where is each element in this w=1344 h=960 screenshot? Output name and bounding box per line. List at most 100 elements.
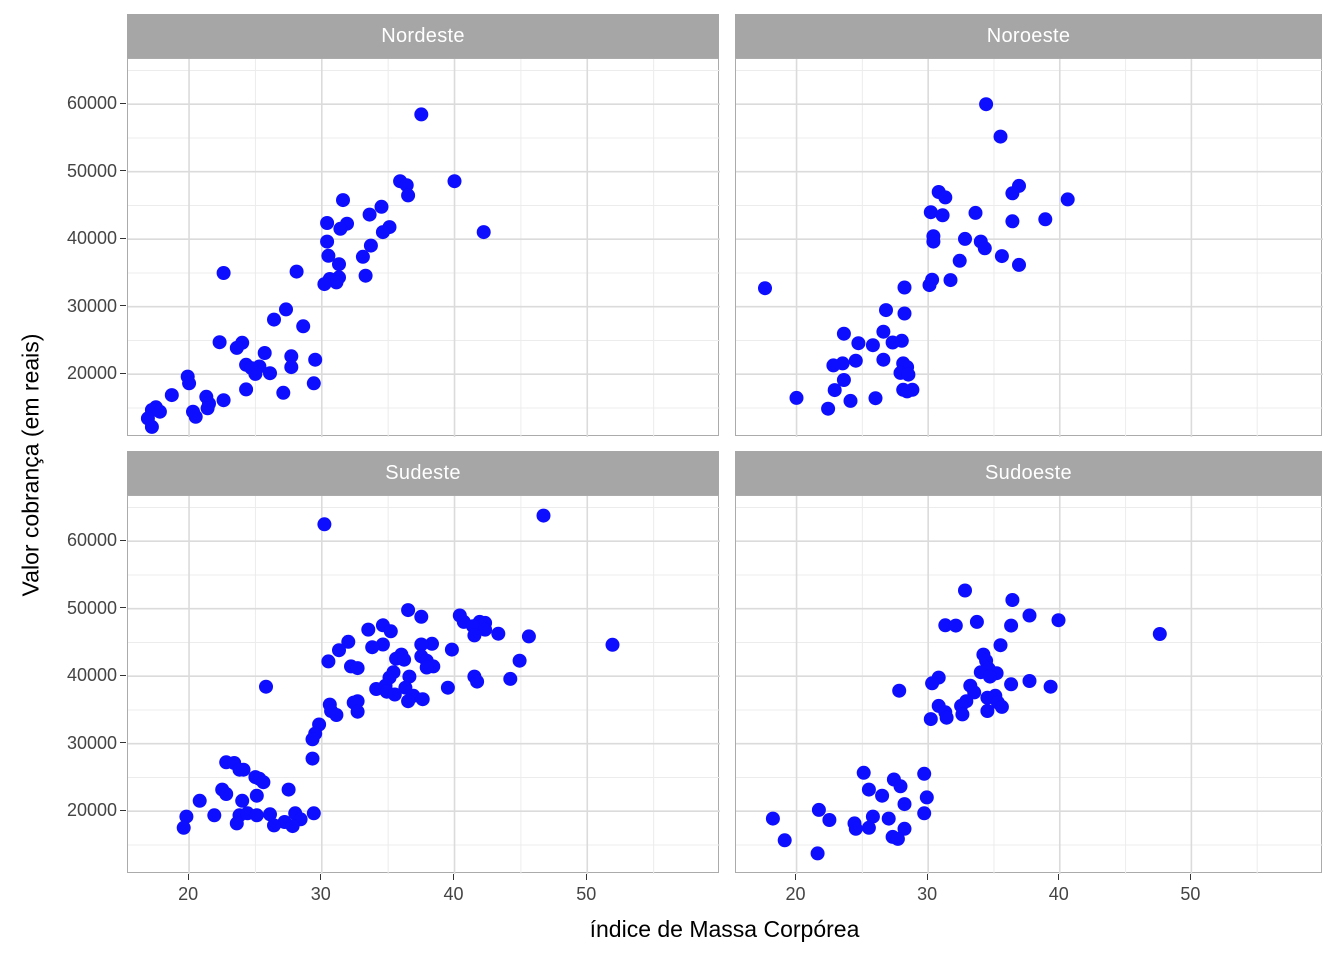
- data-point: [811, 802, 826, 817]
- data-point: [861, 820, 876, 835]
- data-point: [977, 241, 992, 256]
- data-point: [236, 762, 251, 777]
- x-tick-label: 20: [785, 884, 806, 904]
- x-tick-label: 30: [917, 884, 938, 904]
- data-point: [789, 390, 804, 405]
- data-point: [470, 674, 485, 689]
- data-point: [952, 253, 967, 268]
- data-point: [402, 669, 417, 684]
- data-point: [249, 788, 264, 803]
- data-point: [476, 225, 491, 240]
- data-point: [861, 782, 876, 797]
- data-point: [369, 682, 384, 696]
- panel-canvas: [128, 496, 720, 874]
- y-tick-label: 60000: [66, 530, 117, 551]
- data-point: [440, 680, 455, 695]
- data-point: [306, 376, 321, 391]
- data-point: [336, 193, 350, 208]
- facet-strip-label: Sudeste: [385, 461, 461, 484]
- y-tick-mark: [120, 607, 126, 609]
- data-point: [901, 367, 916, 382]
- data-point: [317, 277, 332, 292]
- data-point: [320, 234, 335, 249]
- data-point: [267, 818, 281, 833]
- y-tick-label: 20000: [66, 800, 117, 821]
- data-point: [276, 385, 291, 400]
- data-point: [216, 393, 231, 408]
- data-point: [955, 707, 970, 722]
- data-point: [361, 622, 376, 637]
- data-point: [362, 207, 377, 222]
- data-point: [1005, 186, 1020, 201]
- y-tick-mark: [120, 742, 126, 744]
- data-point: [447, 174, 462, 189]
- data-point: [777, 833, 792, 848]
- data-point: [1051, 613, 1066, 628]
- data-point: [993, 129, 1008, 144]
- data-point: [969, 614, 984, 629]
- data-point: [144, 419, 159, 434]
- data-point: [321, 654, 336, 669]
- x-tick-mark: [320, 874, 322, 880]
- facet-strip: Noroeste: [735, 14, 1322, 58]
- data-point: [994, 249, 1009, 264]
- data-point: [332, 257, 346, 272]
- data-point: [284, 360, 299, 375]
- data-point: [425, 636, 439, 651]
- data-point: [948, 618, 963, 633]
- data-point: [305, 732, 320, 747]
- x-tick-mark: [1058, 874, 1060, 880]
- data-point: [983, 669, 997, 684]
- data-point: [415, 692, 430, 707]
- data-point: [938, 190, 953, 205]
- data-point: [182, 376, 197, 391]
- data-point: [897, 306, 912, 321]
- data-point: [285, 819, 300, 834]
- data-point: [414, 609, 429, 624]
- y-tick-label: 20000: [66, 363, 117, 384]
- data-point: [1060, 192, 1075, 207]
- data-point: [879, 303, 893, 318]
- data-point: [876, 324, 891, 339]
- y-tick-label: 30000: [66, 732, 117, 753]
- data-point: [521, 629, 536, 644]
- data-point: [383, 624, 398, 639]
- x-tick-label: 20: [178, 884, 199, 904]
- data-point: [980, 690, 995, 705]
- data-point: [1038, 212, 1053, 227]
- data-point: [1005, 214, 1020, 229]
- data-point: [881, 811, 896, 826]
- y-tick-mark: [120, 237, 126, 239]
- data-point: [935, 208, 950, 223]
- data-point: [249, 808, 264, 823]
- data-point: [993, 638, 1008, 653]
- data-point: [958, 231, 972, 246]
- data-point: [229, 816, 244, 831]
- data-point: [836, 373, 851, 387]
- data-point: [192, 793, 207, 808]
- data-point: [257, 346, 272, 360]
- y-tick-mark: [120, 372, 126, 374]
- data-point: [758, 281, 772, 296]
- data-point: [216, 266, 231, 280]
- x-tick-label: 50: [576, 884, 597, 904]
- data-point: [414, 637, 429, 652]
- data-point: [968, 205, 983, 220]
- data-point: [188, 409, 203, 424]
- facet-strip: Nordeste: [127, 14, 719, 58]
- data-point: [321, 248, 336, 263]
- x-tick-label: 40: [443, 884, 464, 904]
- data-point: [329, 708, 344, 722]
- data-point: [306, 806, 321, 821]
- data-point: [893, 779, 908, 794]
- data-point: [1004, 618, 1019, 633]
- data-point: [333, 221, 348, 236]
- data-point: [1004, 677, 1019, 692]
- x-tick-mark: [453, 874, 454, 880]
- x-tick-mark: [585, 874, 587, 880]
- data-point: [836, 326, 851, 341]
- y-tick-mark: [120, 170, 126, 172]
- data-point: [919, 790, 934, 805]
- data-point: [375, 225, 390, 240]
